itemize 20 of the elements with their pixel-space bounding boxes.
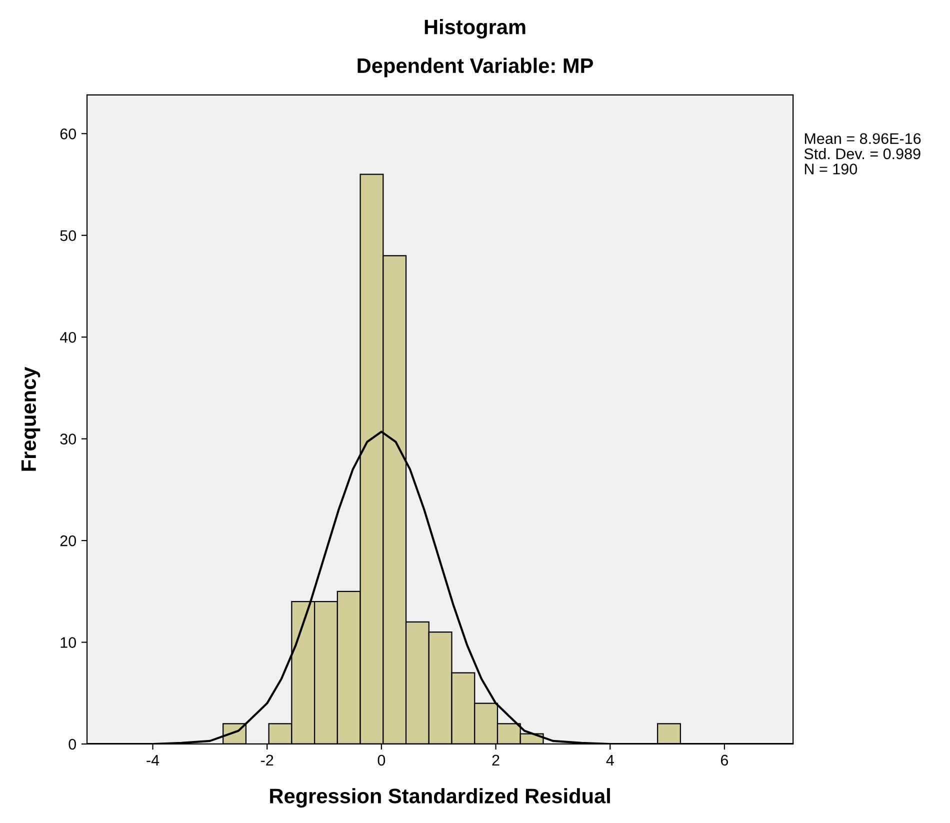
y-tick-label: 0: [68, 738, 76, 750]
x-tick-label: -4: [146, 754, 160, 766]
chart-subtitle: Dependent Variable: MP: [358, 58, 593, 78]
y-tick-label: 60: [60, 128, 76, 140]
chart-title: Histogram: [424, 19, 526, 39]
x-tick-label: -2: [260, 754, 274, 766]
y-tick-label: 30: [60, 434, 76, 444]
text: Mean = 8.96E-16: [804, 133, 921, 144]
y-tick-label: 10: [60, 637, 76, 648]
x-tick-label: 0: [378, 754, 386, 766]
y-tick-label: 40: [60, 332, 76, 343]
y-tick-label: 50: [60, 230, 76, 242]
x-axis-title: Regression Standardized Residual: [270, 788, 610, 808]
x-tick-label: 2: [492, 754, 500, 766]
text: N = 190: [804, 164, 858, 174]
y-tick-label: 20: [60, 535, 76, 546]
y-axis-title: Frequency: [22, 366, 40, 471]
x-tick-label: 6: [720, 754, 728, 766]
x-tick-label: 4: [606, 754, 614, 766]
text: Std. Dev. = 0.989: [804, 148, 920, 160]
